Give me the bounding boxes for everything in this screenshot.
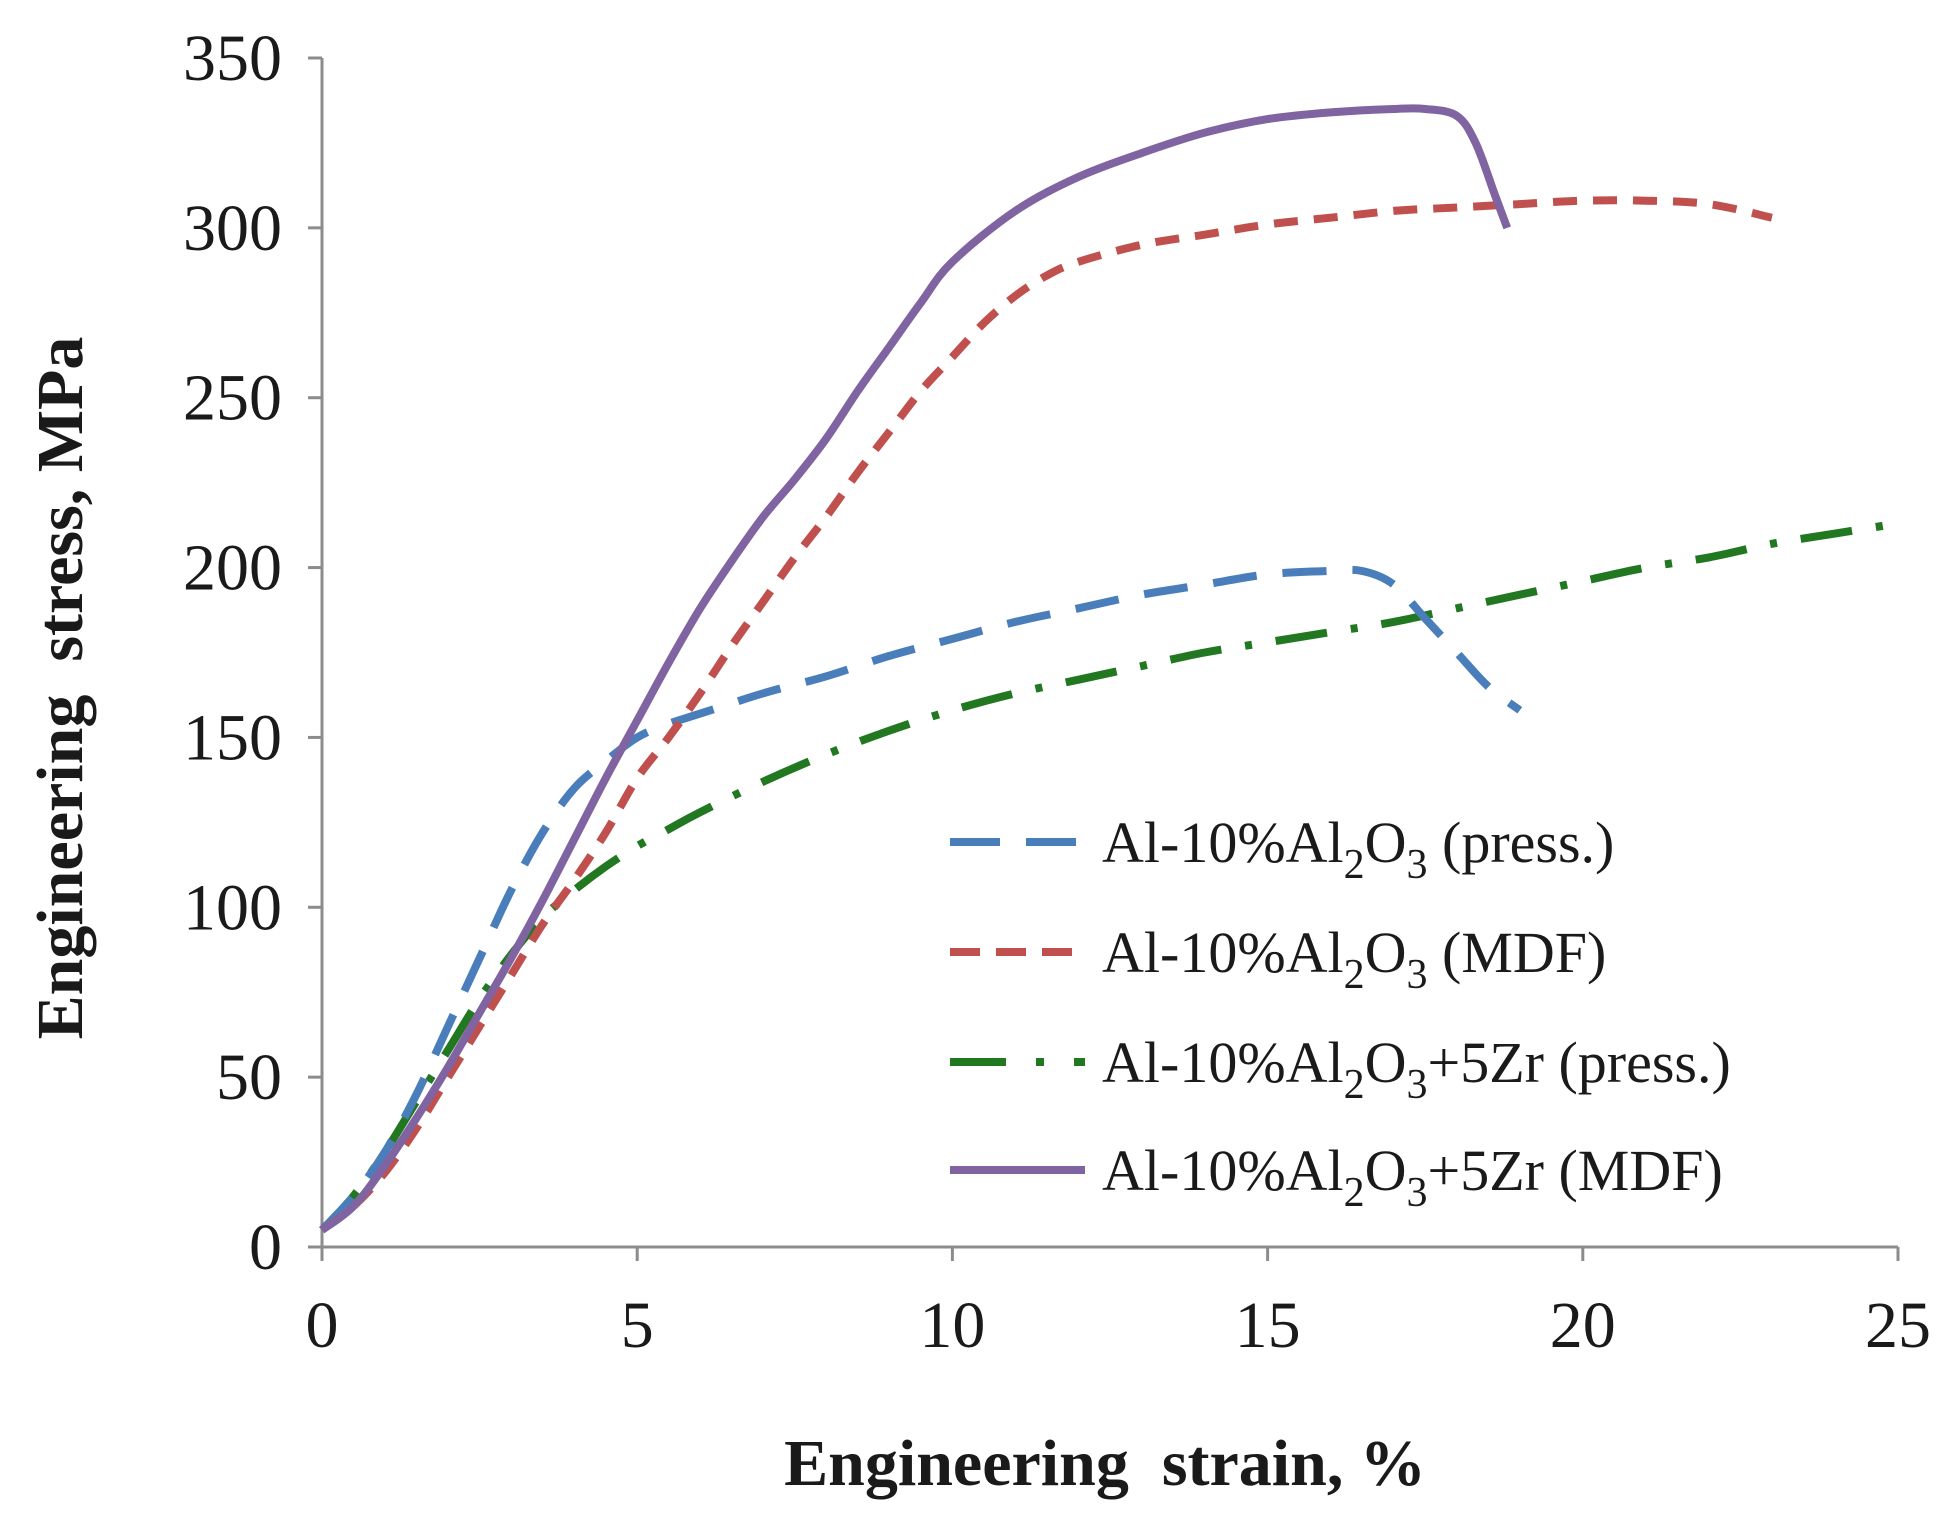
x-tick-label: 5 xyxy=(621,1289,654,1362)
series-line-3 xyxy=(319,104,1511,1234)
legend-label: Al-10%Al2O3+5Zr (MDF) xyxy=(1102,1138,1723,1216)
y-axis-ticks: 0 50 100 150 200 250 300 350 xyxy=(183,22,322,1284)
x-tick-label: 10 xyxy=(919,1289,985,1362)
x-tick-label: 15 xyxy=(1235,1289,1301,1362)
y-axis-title: Engineering stress, MPa xyxy=(24,337,97,1040)
x-axis-title: Engineering strain, % xyxy=(784,1427,1426,1500)
x-tick-label: 0 xyxy=(306,1289,339,1362)
y-tick-label: 200 xyxy=(183,532,282,605)
y-tick-label: 100 xyxy=(183,871,282,944)
legend-item: Al-10%Al2O3 (press.) xyxy=(950,810,1614,888)
legend-label: Al-10%Al2O3 (press.) xyxy=(1102,810,1614,888)
x-tick-label: 20 xyxy=(1550,1289,1616,1362)
y-tick-label: 350 xyxy=(183,22,282,95)
y-tick-label: 0 xyxy=(249,1211,282,1284)
legend-item: Al-10%Al2O3+5Zr (press.) xyxy=(950,1030,1731,1108)
y-tick-label: 50 xyxy=(216,1041,282,1114)
y-tick-label: 150 xyxy=(183,701,282,774)
legend: Al-10%Al2O3 (press.) Al-10%Al2O3 (MDF) Al-… xyxy=(950,810,1731,1216)
y-tick-label: 300 xyxy=(183,192,282,265)
y-tick-label: 250 xyxy=(183,362,282,435)
axes xyxy=(320,58,1898,1249)
legend-label: Al-10%Al2O3 (MDF) xyxy=(1102,920,1606,998)
x-axis-ticks: 0 5 10 15 20 25 xyxy=(306,1247,1931,1362)
legend-label: Al-10%Al2O3+5Zr (press.) xyxy=(1102,1030,1731,1108)
series-line-1 xyxy=(319,196,1773,1234)
series-layer xyxy=(319,104,1899,1234)
legend-item: Al-10%Al2O3+5Zr (MDF) xyxy=(950,1138,1723,1216)
series-line-0 xyxy=(319,565,1523,1233)
legend-item: Al-10%Al2O3 (MDF) xyxy=(950,920,1606,998)
x-tick-label: 25 xyxy=(1865,1289,1931,1362)
